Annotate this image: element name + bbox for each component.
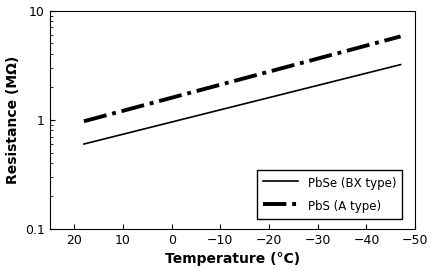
Legend: PbSe (BX type), PbS (A type): PbSe (BX type), PbS (A type) [257,170,402,219]
Y-axis label: Resistance (MΩ): Resistance (MΩ) [6,56,20,184]
X-axis label: Temperature (°C): Temperature (°C) [165,252,300,267]
